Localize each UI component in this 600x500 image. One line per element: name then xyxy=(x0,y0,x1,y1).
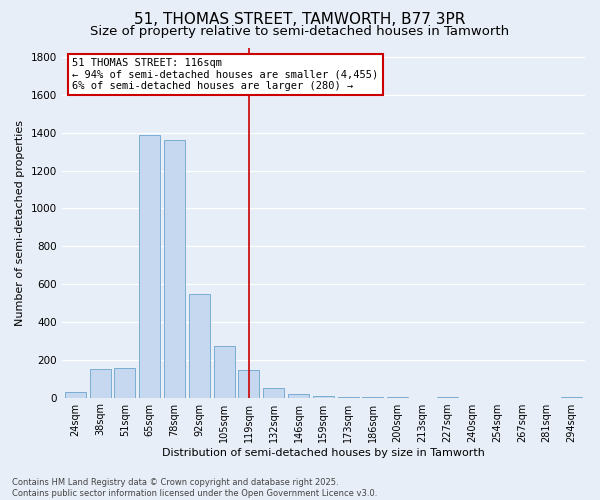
Bar xyxy=(139,134,160,398)
Y-axis label: Number of semi-detached properties: Number of semi-detached properties xyxy=(15,120,25,326)
Text: 51, THOMAS STREET, TAMWORTH, B77 3PR: 51, THOMAS STREET, TAMWORTH, B77 3PR xyxy=(134,12,466,28)
Bar xyxy=(89,369,110,398)
Bar xyxy=(313,396,334,398)
Bar xyxy=(115,368,136,398)
Text: Contains HM Land Registry data © Crown copyright and database right 2025.
Contai: Contains HM Land Registry data © Crown c… xyxy=(12,478,377,498)
Bar xyxy=(437,396,458,398)
Bar xyxy=(164,140,185,398)
Bar xyxy=(214,346,235,398)
Bar xyxy=(189,294,210,398)
Bar xyxy=(65,392,86,398)
X-axis label: Distribution of semi-detached houses by size in Tamworth: Distribution of semi-detached houses by … xyxy=(162,448,485,458)
Bar xyxy=(338,396,359,398)
Bar xyxy=(263,388,284,398)
Bar xyxy=(561,396,582,398)
Bar xyxy=(288,394,309,398)
Bar xyxy=(238,370,259,398)
Text: 51 THOMAS STREET: 116sqm
← 94% of semi-detached houses are smaller (4,455)
6% of: 51 THOMAS STREET: 116sqm ← 94% of semi-d… xyxy=(72,58,379,91)
Text: Size of property relative to semi-detached houses in Tamworth: Size of property relative to semi-detach… xyxy=(91,25,509,38)
